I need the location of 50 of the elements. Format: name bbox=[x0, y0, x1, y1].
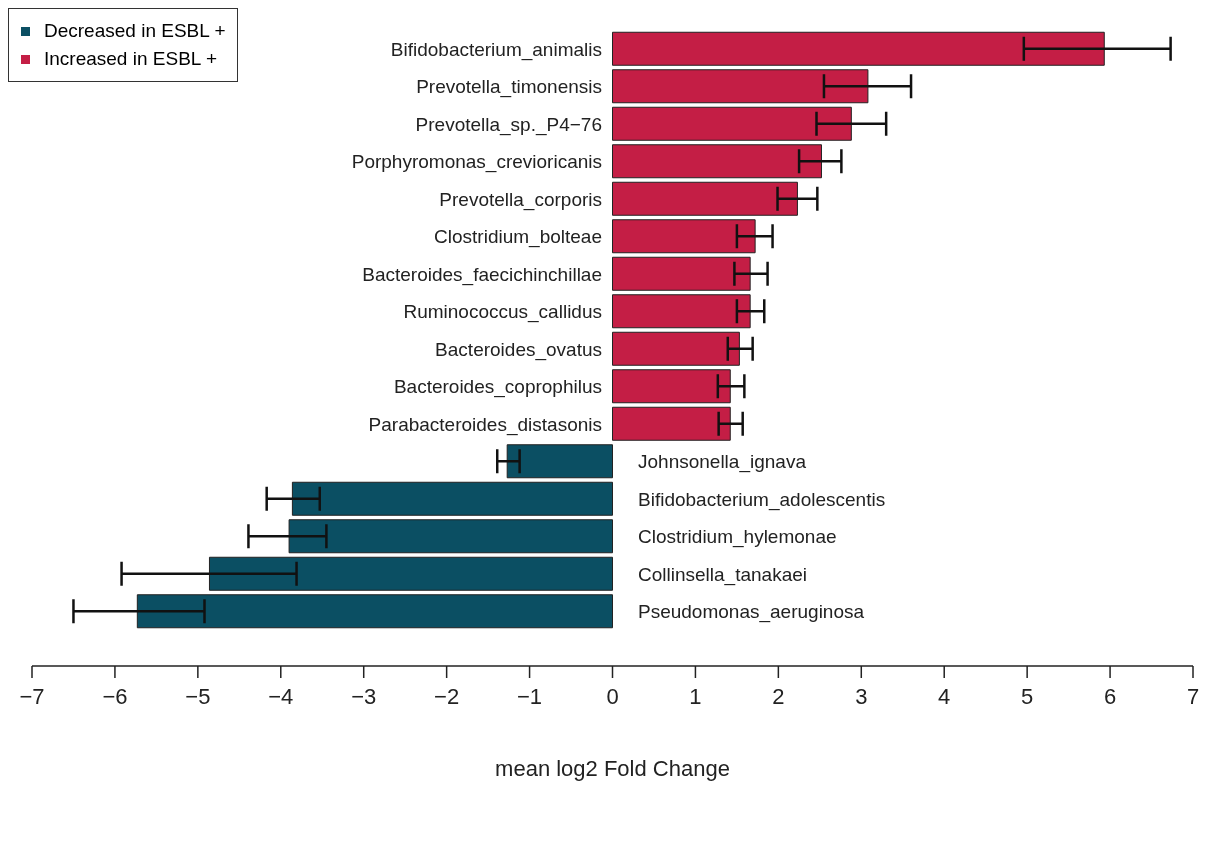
y-tick-label: Collinsella_tanakaei bbox=[638, 563, 807, 586]
bar bbox=[612, 31, 1105, 66]
bar bbox=[506, 444, 613, 479]
x-axis-title: mean log2 Fold Change bbox=[495, 756, 730, 781]
legend-label: Decreased in ESBL + bbox=[44, 19, 226, 43]
bar bbox=[136, 594, 613, 629]
y-tick-label: Bacteroides_coprophilus bbox=[393, 376, 602, 399]
bar bbox=[612, 181, 798, 216]
y-tick-label: Johnsonella_ignava bbox=[638, 451, 807, 474]
bar bbox=[612, 369, 731, 404]
bar bbox=[612, 219, 756, 254]
x-tick-label: 7 bbox=[1186, 683, 1200, 709]
x-tick-label: −7 bbox=[19, 683, 45, 709]
legend-label: Increased in ESBL + bbox=[44, 47, 218, 71]
bar bbox=[612, 256, 751, 291]
x-tick-label: 0 bbox=[606, 683, 619, 709]
bar bbox=[612, 331, 740, 366]
x-tick-label: −5 bbox=[185, 683, 211, 709]
x-tick-label: −2 bbox=[434, 683, 460, 709]
y-tick-label: Bacteroides_ovatus bbox=[435, 338, 602, 361]
x-tick-label: −3 bbox=[351, 683, 377, 709]
x-tick-label: 4 bbox=[938, 683, 951, 709]
y-tick-label: Bacteroides_faecichinchillae bbox=[362, 263, 602, 286]
bar bbox=[612, 406, 731, 441]
y-tick-label: Prevotella_timonensis bbox=[416, 76, 602, 99]
y-tick-label: Bifidobacterium_adolescentis bbox=[638, 488, 886, 511]
bar bbox=[612, 144, 822, 179]
x-tick-label: 3 bbox=[855, 683, 868, 709]
bar bbox=[288, 519, 613, 554]
x-tick-label: 6 bbox=[1103, 683, 1117, 709]
y-tick-label: Clostridium_hylemonae bbox=[638, 526, 837, 549]
y-tick-label: Porphyromonas_crevioricanis bbox=[351, 151, 602, 174]
bar bbox=[612, 106, 852, 141]
y-tick-label: Bifidobacterium_animalis bbox=[390, 38, 602, 61]
x-tick-label: −4 bbox=[268, 683, 294, 709]
y-tick-label: Ruminococcus_callidus bbox=[403, 301, 602, 324]
y-tick-label: Clostridium_bolteae bbox=[434, 226, 602, 249]
x-tick-label: −6 bbox=[102, 683, 128, 709]
bar bbox=[612, 294, 751, 329]
bar bbox=[291, 481, 613, 516]
x-tick-label: 5 bbox=[1021, 683, 1034, 709]
y-tick-label: Parabacteroides_distasonis bbox=[368, 413, 602, 436]
bar bbox=[208, 556, 613, 591]
x-tick-label: 1 bbox=[689, 683, 702, 709]
y-tick-label: Prevotella_sp._P4−76 bbox=[415, 113, 602, 136]
bar bbox=[612, 69, 869, 104]
x-tick-label: −1 bbox=[517, 683, 543, 709]
y-tick-label: Prevotella_corporis bbox=[439, 188, 602, 211]
y-tick-label: Pseudomonas_aeruginosa bbox=[638, 601, 865, 624]
x-tick-label: 2 bbox=[772, 683, 785, 709]
